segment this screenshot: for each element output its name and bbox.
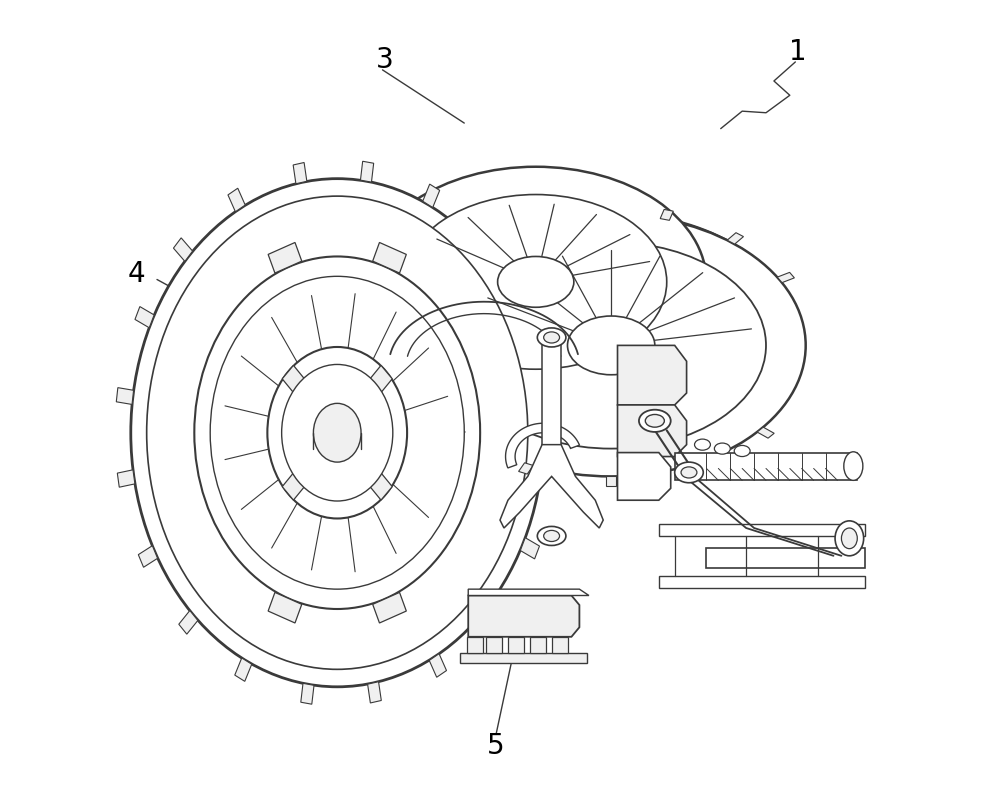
Polygon shape	[541, 461, 558, 478]
Polygon shape	[509, 220, 524, 231]
Polygon shape	[540, 378, 557, 395]
Polygon shape	[268, 242, 302, 273]
Ellipse shape	[365, 167, 706, 397]
Ellipse shape	[313, 403, 361, 462]
Polygon shape	[423, 184, 440, 207]
Ellipse shape	[537, 526, 566, 545]
Polygon shape	[486, 637, 502, 653]
Ellipse shape	[417, 214, 806, 476]
Polygon shape	[468, 589, 589, 596]
Text: 5: 5	[487, 732, 505, 761]
Polygon shape	[520, 538, 539, 559]
Polygon shape	[116, 387, 134, 404]
Ellipse shape	[210, 276, 464, 589]
Polygon shape	[138, 545, 158, 567]
Polygon shape	[506, 423, 579, 468]
Polygon shape	[689, 463, 704, 474]
Polygon shape	[530, 637, 546, 653]
Ellipse shape	[405, 195, 667, 369]
Polygon shape	[448, 427, 465, 438]
Polygon shape	[659, 524, 865, 536]
Polygon shape	[500, 445, 603, 528]
Polygon shape	[301, 684, 314, 704]
Ellipse shape	[695, 439, 710, 450]
Polygon shape	[517, 299, 536, 320]
Ellipse shape	[456, 242, 766, 449]
Ellipse shape	[131, 179, 544, 687]
Polygon shape	[179, 611, 198, 634]
Text: 4: 4	[128, 260, 145, 288]
Ellipse shape	[537, 328, 566, 347]
Ellipse shape	[844, 452, 863, 480]
Ellipse shape	[835, 521, 864, 556]
Polygon shape	[467, 637, 483, 653]
Polygon shape	[135, 306, 154, 328]
Polygon shape	[542, 343, 561, 445]
Polygon shape	[293, 163, 307, 183]
Polygon shape	[228, 188, 245, 212]
Text: 1: 1	[789, 37, 807, 66]
Polygon shape	[618, 453, 671, 500]
Ellipse shape	[639, 410, 671, 432]
Polygon shape	[660, 210, 673, 220]
Polygon shape	[268, 592, 302, 623]
Polygon shape	[173, 238, 193, 261]
Ellipse shape	[841, 528, 857, 549]
Polygon shape	[373, 242, 406, 273]
Polygon shape	[482, 604, 501, 627]
Ellipse shape	[267, 347, 407, 518]
Ellipse shape	[544, 332, 560, 343]
Polygon shape	[373, 592, 406, 623]
Polygon shape	[477, 231, 496, 255]
Polygon shape	[235, 658, 252, 681]
Polygon shape	[585, 206, 596, 215]
Polygon shape	[368, 682, 381, 703]
Polygon shape	[618, 345, 687, 405]
Ellipse shape	[498, 256, 574, 307]
Ellipse shape	[645, 414, 664, 427]
Polygon shape	[460, 653, 587, 663]
Polygon shape	[282, 365, 318, 408]
Polygon shape	[519, 463, 533, 474]
Polygon shape	[357, 457, 392, 500]
Polygon shape	[282, 457, 318, 500]
Ellipse shape	[734, 445, 750, 457]
Polygon shape	[468, 596, 579, 637]
Polygon shape	[777, 272, 794, 283]
Ellipse shape	[194, 256, 480, 609]
Polygon shape	[706, 548, 865, 568]
Ellipse shape	[675, 462, 703, 483]
Polygon shape	[618, 405, 687, 457]
Polygon shape	[606, 476, 616, 486]
Ellipse shape	[567, 316, 655, 375]
Text: 3: 3	[376, 45, 394, 74]
Polygon shape	[659, 576, 865, 588]
Polygon shape	[757, 427, 774, 438]
Polygon shape	[727, 233, 743, 244]
Polygon shape	[360, 161, 374, 182]
Ellipse shape	[714, 443, 730, 454]
Ellipse shape	[681, 467, 697, 478]
Polygon shape	[405, 318, 420, 326]
Polygon shape	[357, 365, 392, 408]
Polygon shape	[508, 637, 524, 653]
Polygon shape	[448, 252, 465, 264]
Ellipse shape	[544, 530, 560, 542]
Polygon shape	[429, 653, 447, 677]
Ellipse shape	[147, 196, 528, 669]
Polygon shape	[117, 470, 135, 488]
Polygon shape	[408, 376, 424, 385]
Polygon shape	[675, 453, 857, 480]
Ellipse shape	[282, 364, 393, 501]
Polygon shape	[552, 637, 568, 653]
